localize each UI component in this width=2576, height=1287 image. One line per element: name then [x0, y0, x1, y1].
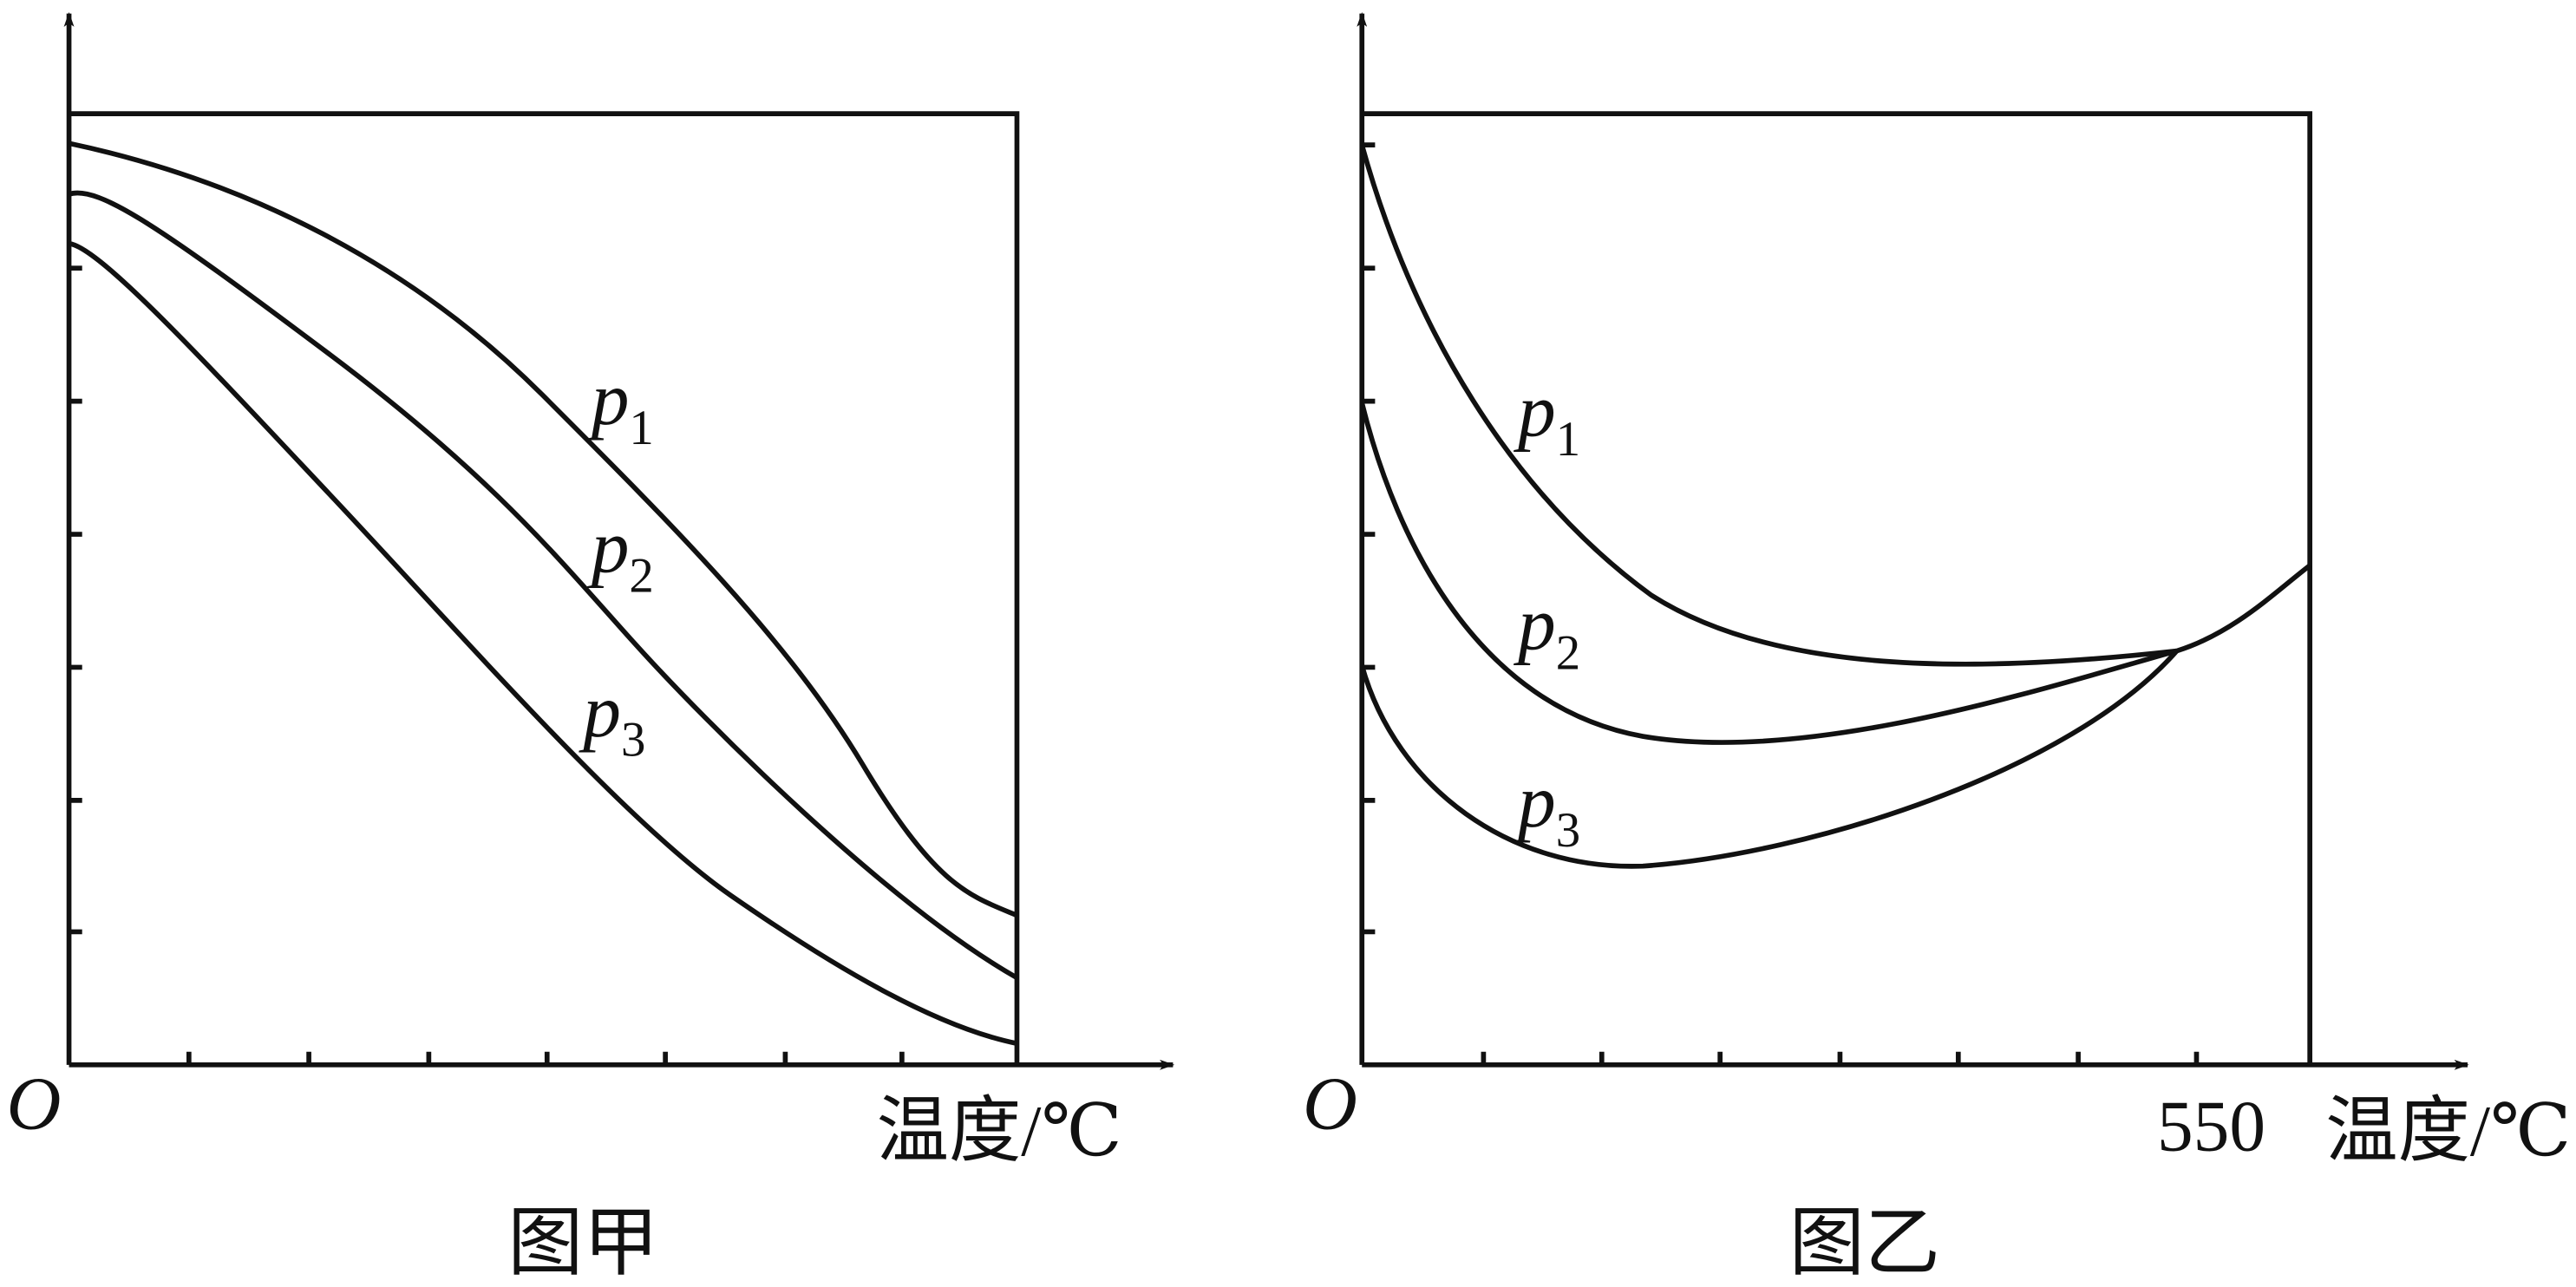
- y-ticks: [69, 265, 82, 935]
- y-ticks: [1362, 142, 1376, 935]
- curve-p1: [1359, 144, 2311, 667]
- curve-p1: [68, 140, 1018, 918]
- curve-p3: [68, 240, 1018, 1047]
- panel-left: p1 p2 p3 O 温度/℃ 图甲: [7, 11, 1175, 1285]
- x-tick-label: 550: [2157, 1087, 2265, 1166]
- frame: [69, 111, 1020, 1065]
- x-ticks: [1481, 1051, 2200, 1065]
- x-axis-label: 温度/℃: [2325, 1092, 2571, 1172]
- curve-label: p2: [1513, 582, 1580, 681]
- panel-right: p1 p2 p3 O 550 温度/℃ 图乙: [1303, 11, 2571, 1285]
- origin-label: O: [7, 1062, 62, 1146]
- frame: [1362, 111, 2312, 1065]
- curve-label: p2: [586, 505, 654, 604]
- caption: 图甲: [507, 1201, 658, 1285]
- curve-label: p1: [1513, 368, 1580, 467]
- x-ticks: [186, 1051, 905, 1065]
- curve-label: p3: [1513, 759, 1580, 858]
- x-axis-label: 温度/℃: [877, 1092, 1122, 1172]
- curve-p3: [1359, 649, 2179, 869]
- curve-label: p1: [586, 356, 654, 455]
- curve-p2: [1359, 402, 2178, 745]
- origin-label: O: [1303, 1062, 1357, 1146]
- caption: 图乙: [1789, 1201, 1940, 1285]
- curve-p2: [68, 190, 1018, 980]
- curve-label: p3: [578, 669, 645, 768]
